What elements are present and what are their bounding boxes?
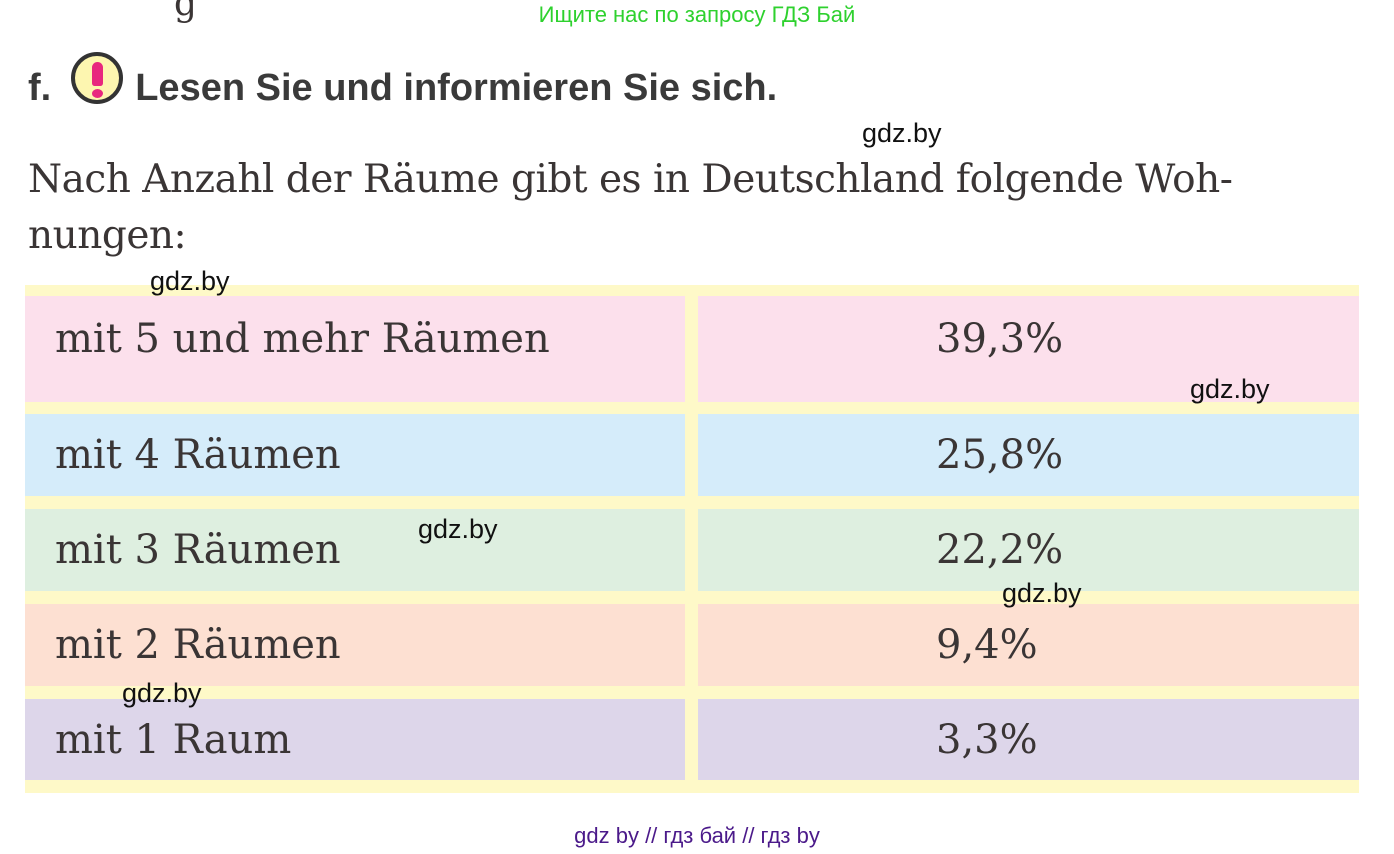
- watermark: gdz.by: [150, 266, 230, 296]
- row-label: mit 5 und mehr Räumen: [25, 296, 685, 402]
- row-value: 22,2%: [698, 509, 1359, 591]
- row-value: 39,3%: [698, 296, 1359, 402]
- footer: gdz by // гдз бай // гдз by: [574, 823, 820, 848]
- watermark: gdz.by: [122, 678, 202, 708]
- watermark: gdz.by: [1002, 578, 1082, 608]
- exclamation-icon: [71, 52, 124, 104]
- watermark: gdz.by: [418, 514, 498, 544]
- row-value: 3,3%: [698, 699, 1359, 780]
- watermark: gdz.by: [1190, 374, 1270, 404]
- row-value: 9,4%: [698, 604, 1359, 686]
- exercise-heading: f. Lesen Sie und informieren Sie sich.: [28, 52, 778, 110]
- row-label: mit 1 Raum: [25, 699, 685, 780]
- exercise-title: Lesen Sie und informieren Sie sich.: [135, 67, 778, 109]
- row-label: mit 2 Räumen: [25, 604, 685, 686]
- row-label: mit 4 Räumen: [25, 414, 685, 496]
- exercise-letter: f.: [28, 67, 52, 109]
- row-label: mit 3 Räumen: [25, 509, 685, 591]
- watermark: gdz.by: [862, 118, 942, 148]
- intro-text: Nach Anzahl der Räume gibt es in Deutsch…: [28, 157, 1233, 258]
- housing-table: mit 5 und mehr Räumen 39,3% mit 4 Räumen 25…: [25, 285, 1359, 793]
- row-value: 25,8%: [698, 414, 1359, 496]
- previous-text-fragment: g: [174, 0, 198, 24]
- top-banner: Ищите нас по запросу ГДЗ Бай: [538, 2, 856, 27]
